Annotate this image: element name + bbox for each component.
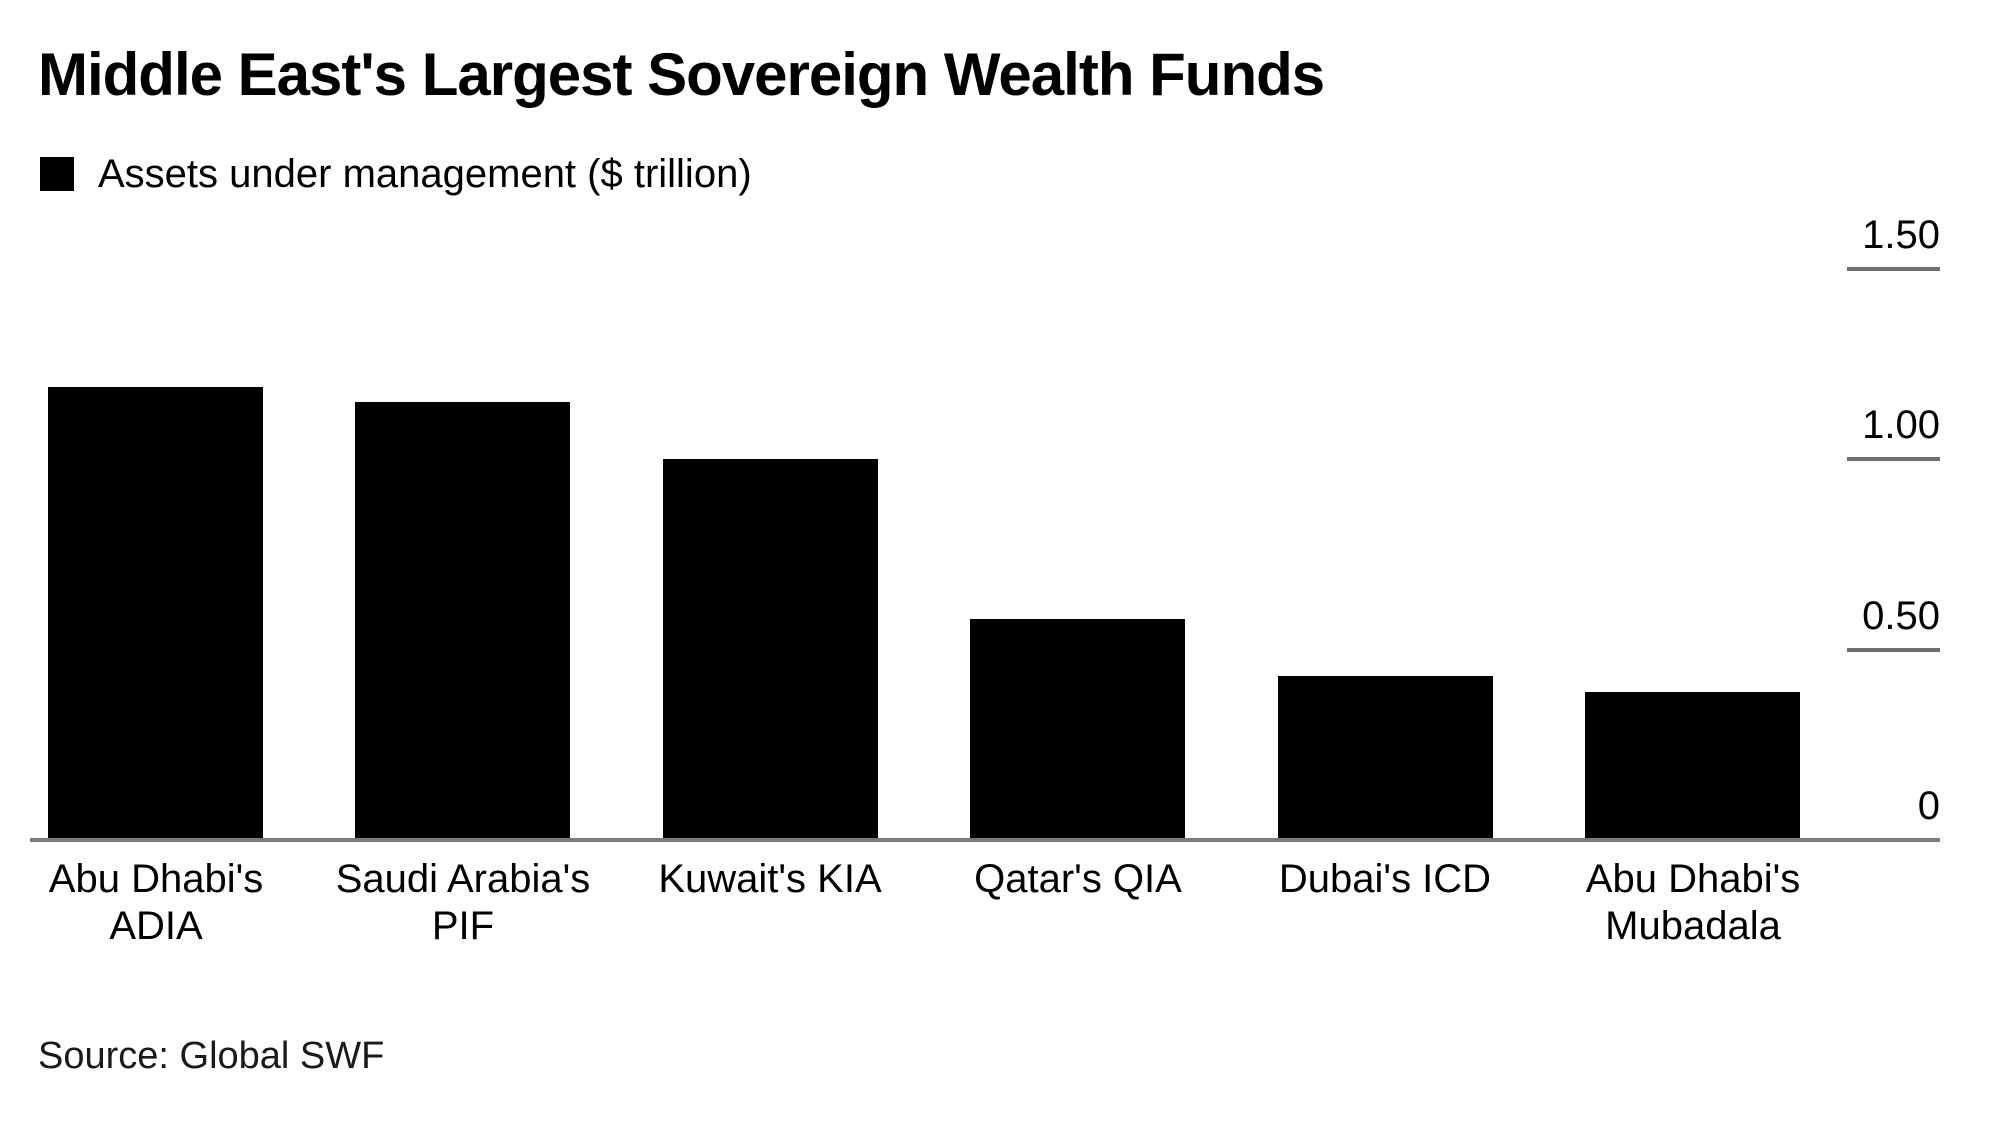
bar-dubai-s-icd: [1278, 676, 1493, 840]
x-category-label-line: Mubadala: [1605, 904, 1781, 948]
x-category-label-qatar-s-qia: Qatar's QIA: [918, 856, 1238, 903]
y-tick-line-1-00: [1847, 457, 1940, 461]
x-category-label-line: Saudi Arabia's: [335, 857, 591, 901]
x-category-label-line: PIF: [431, 904, 495, 948]
bar-qatar-s-qia: [970, 619, 1185, 840]
legend: Assets under management ($ trillion): [40, 152, 752, 196]
x-category-label-abu-dhabi-s-adia: Abu Dhabi's ADIA: [0, 856, 316, 950]
x-axis-baseline: [30, 838, 1940, 842]
x-category-label-saudi-arabia-s-pif: Saudi Arabia's PIF: [303, 856, 623, 950]
y-tick-label-1-00: 1.00: [1862, 403, 1940, 447]
y-tick-line-1-50: [1847, 267, 1940, 271]
y-tick-line-0-50: [1847, 648, 1940, 652]
x-category-label-abu-dhabi-s-mubadala: Abu Dhabi's Mubadala: [1533, 856, 1853, 950]
y-tick-label-0: 0: [1917, 784, 1940, 828]
y-tick-label-0-50: 0.50: [1862, 594, 1940, 638]
x-category-label-line: Abu Dhabi's: [48, 857, 264, 901]
bar-kuwait-s-kia: [663, 459, 878, 840]
x-category-label-line: Abu Dhabi's: [1585, 857, 1801, 901]
legend-swatch-icon: [40, 157, 74, 191]
bar-saudi-arabia-s-pif: [355, 402, 570, 840]
y-tick-label-1-50: 1.50: [1862, 213, 1940, 257]
x-category-label-line: ADIA: [109, 904, 203, 948]
x-category-label-kuwait-s-kia: Kuwait's KIA: [610, 856, 930, 903]
legend-label: Assets under management ($ trillion): [98, 152, 752, 196]
bar-abu-dhabi-s-mubadala: [1585, 692, 1800, 840]
x-category-label-line: Dubai's ICD: [1278, 857, 1492, 901]
x-category-label-line: Qatar's QIA: [974, 857, 1182, 901]
chart-title: Middle East's Largest Sovereign Wealth F…: [38, 41, 1325, 108]
bar-abu-dhabi-s-adia: [48, 387, 263, 840]
source-note: Source: Global SWF: [38, 1035, 385, 1077]
x-category-label-line: Kuwait's KIA: [658, 857, 882, 901]
x-category-label-dubai-s-icd: Dubai's ICD: [1225, 856, 1545, 903]
